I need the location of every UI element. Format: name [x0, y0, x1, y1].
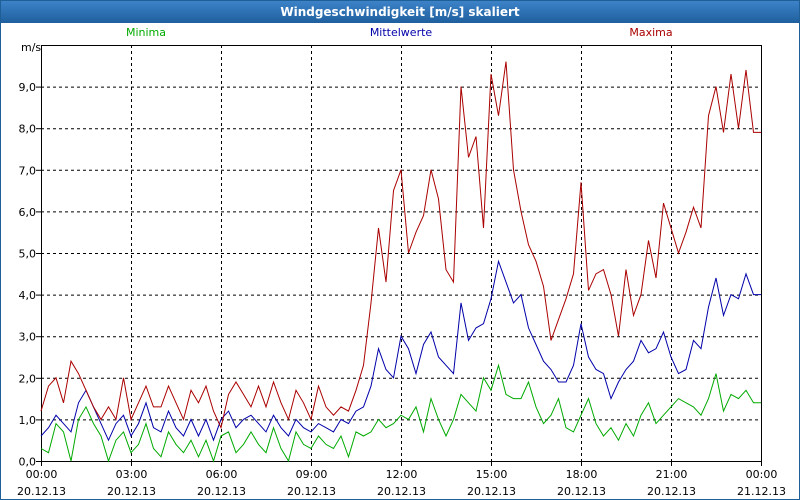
x-tick-date: 20.12.13: [557, 485, 606, 498]
x-tick-time: 15:00: [476, 468, 508, 481]
x-tick-time: 00:00: [26, 468, 58, 481]
series-lines: [40, 61, 761, 463]
x-tick-date: 20.12.13: [287, 485, 336, 498]
x-tick-date: 20.12.13: [17, 485, 66, 498]
x-tick-date: 20.12.13: [107, 485, 156, 498]
x-tick-labels: 00:00 20.12.13 03:00 20.12.13 06:00 20.12.13 0…: [17, 468, 786, 498]
x-tick-time: 09:00: [296, 468, 328, 481]
x-tick-time: 03:00: [116, 468, 148, 481]
x-tick-date: 20.12.13: [647, 485, 696, 498]
y-tick-label: 0,0: [19, 456, 37, 469]
y-tick-label: 8,0: [19, 123, 37, 136]
legend-minima: Minima: [126, 26, 166, 39]
x-tick-date: 20.12.13: [197, 485, 246, 498]
grid-lines: [41, 45, 761, 461]
series-line-maxima: [40, 61, 761, 430]
x-tick-date: 20.12.13: [467, 485, 516, 498]
y-tick-label: 2,0: [19, 372, 37, 385]
chart-title: Windgeschwindigkeit [m/s] skaliert: [1, 1, 799, 23]
y-tick-label: 3,0: [19, 331, 37, 344]
axes: [36, 45, 762, 466]
y-tick-label: 5,0: [19, 248, 37, 261]
x-tick-date: 21.12.13: [737, 485, 786, 498]
plot-frame: [41, 45, 762, 462]
x-tick-time: 18:00: [566, 468, 598, 481]
legend-mittelwerte: Mittelwerte: [370, 26, 433, 39]
x-tick-time: 12:00: [386, 468, 418, 481]
y-tick-label: 7,0: [19, 164, 37, 177]
x-tick-date: 20.12.13: [377, 485, 426, 498]
y-axis-unit-label: m/s: [21, 41, 41, 54]
series-line-mittelwerte: [40, 259, 761, 442]
y-tick-label: 6,0: [19, 206, 37, 219]
x-tick-time: 00:00: [746, 468, 778, 481]
series-line-minima: [40, 363, 761, 463]
y-tick-labels: 0,0 1,0 2,0 3,0 4,0 5,0 6,0 7,0 8,0 9,0: [19, 81, 37, 468]
y-tick-label: 4,0: [19, 289, 37, 302]
x-tick-time: 21:00: [656, 468, 688, 481]
legend-maxima: Maxima: [629, 26, 672, 39]
x-tick-time: 06:00: [206, 468, 238, 481]
y-tick-label: 9,0: [19, 81, 37, 94]
y-tick-label: 1,0: [19, 414, 37, 427]
